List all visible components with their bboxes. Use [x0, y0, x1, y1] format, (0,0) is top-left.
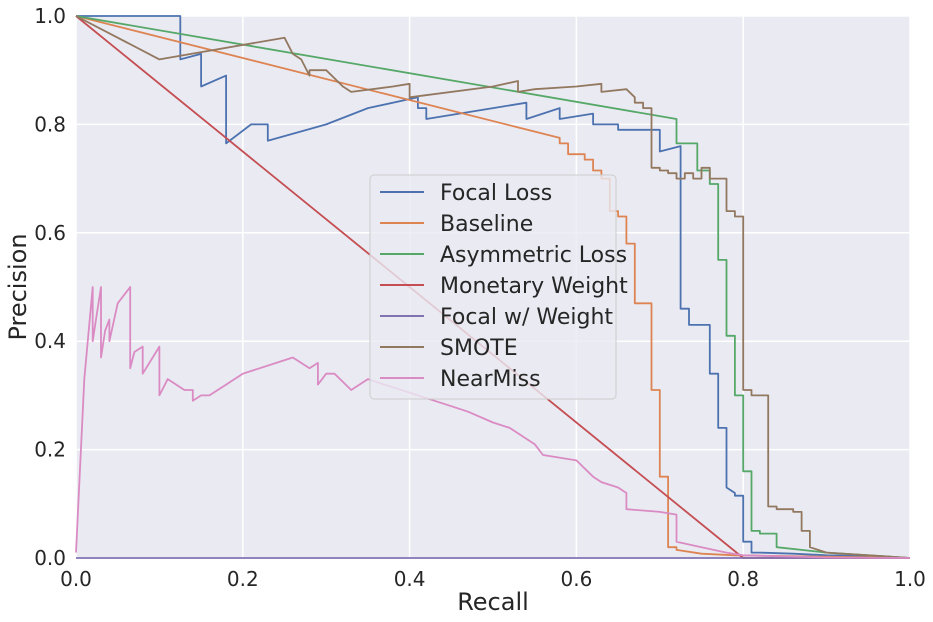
series-lines — [75, 15, 911, 559]
y-tick-label: 0.4 — [34, 329, 66, 353]
y-tick-labels: 0.0 0.2 0.4 0.6 0.8 1.0 — [34, 4, 66, 570]
legend: Focal Loss Baseline Asymmetric Loss Monetar… — [369, 174, 628, 400]
series-line-asymmetric-loss — [75, 15, 911, 559]
series-line-nearmiss — [75, 286, 911, 559]
y-axis-title: Precision — [4, 233, 32, 340]
legend-label: Baseline — [440, 212, 533, 237]
series-line-focal-loss — [76, 15, 911, 559]
x-tick-label: 0.4 — [394, 567, 426, 591]
legend-label: Asymmetric Loss — [440, 243, 627, 268]
x-tick-label: 1.0 — [894, 567, 926, 591]
x-tick-labels: 0.0 0.2 0.4 0.6 0.8 1.0 — [60, 567, 926, 591]
y-tick-label: 0.0 — [34, 546, 66, 570]
y-tick-label: 0.6 — [34, 221, 66, 245]
legend-label: NearMiss — [440, 367, 541, 392]
x-tick-label: 0.0 — [60, 567, 92, 591]
legend-label: Monetary Weight — [440, 274, 628, 299]
y-tick-label: 0.2 — [34, 438, 66, 462]
legend-label: SMOTE — [440, 336, 518, 361]
series-line-baseline — [75, 15, 911, 559]
x-axis-title: Recall — [457, 588, 529, 616]
x-tick-label: 0.6 — [560, 567, 592, 591]
y-tick-label: 0.8 — [34, 112, 66, 136]
x-tick-label: 0.8 — [727, 567, 759, 591]
legend-box — [369, 174, 617, 400]
x-tick-label: 0.2 — [227, 567, 259, 591]
legend-label: Focal w/ Weight — [440, 305, 613, 330]
legend-label: Focal Loss — [440, 181, 552, 206]
series-line-smote — [75, 15, 911, 559]
y-tick-label: 1.0 — [34, 4, 66, 28]
